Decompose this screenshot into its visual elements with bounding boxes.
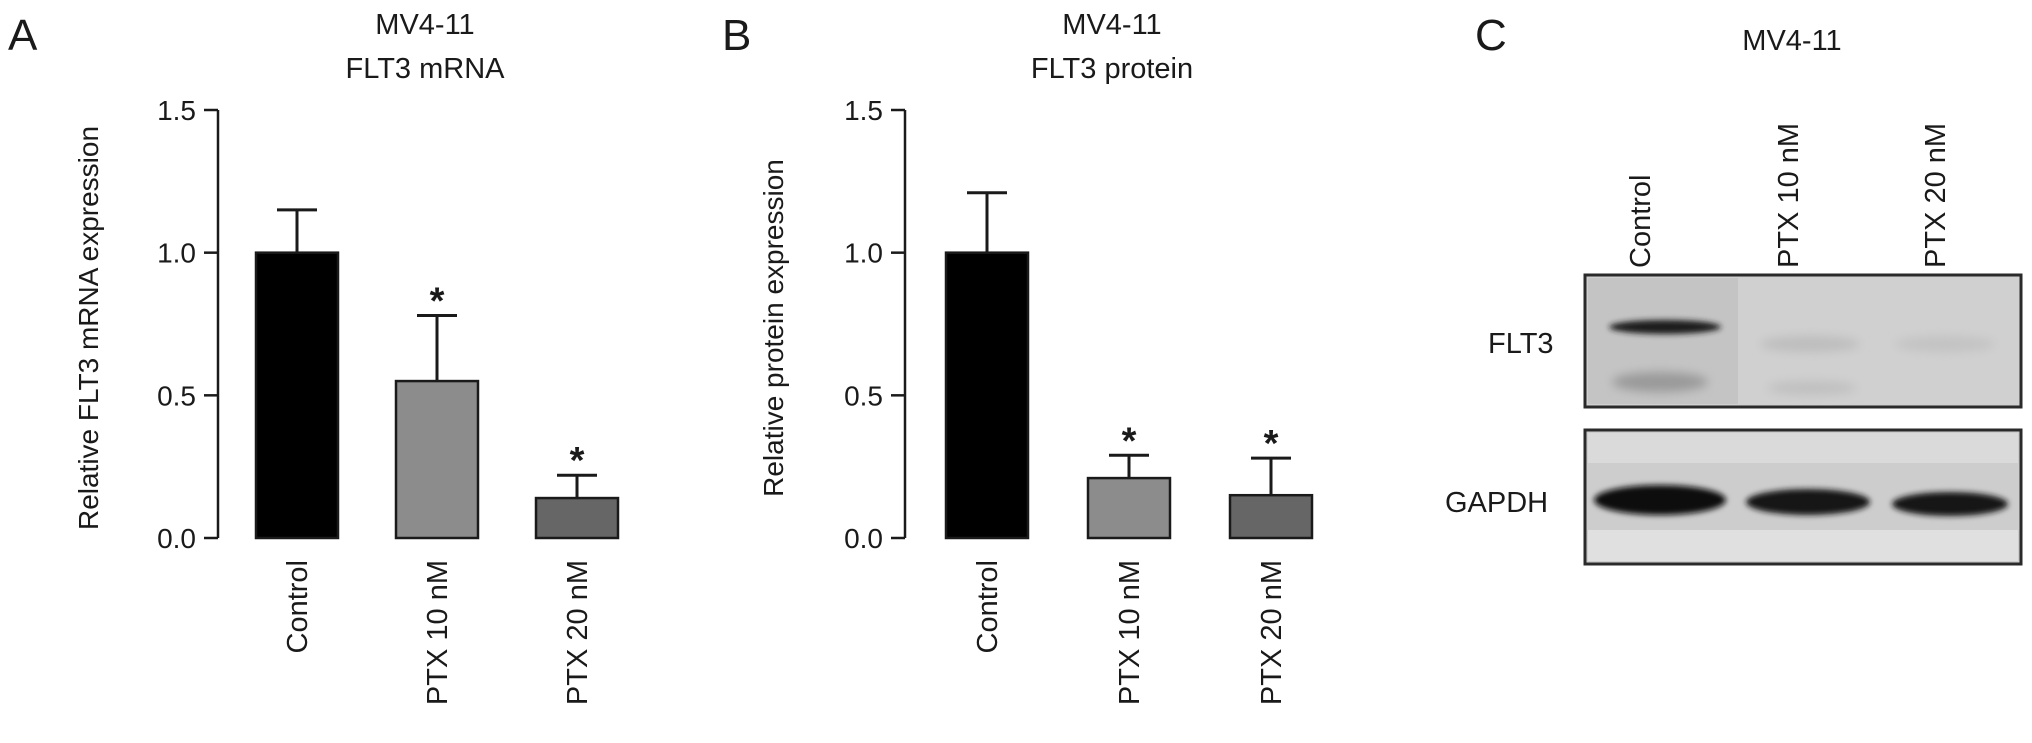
blot-smear-flt3-ptx-10nm [1767,381,1857,395]
y-tick-label: 1.0 [844,238,883,269]
blot-title: MV4-11 [1742,25,1841,57]
y-tick-label: 0.5 [844,380,883,411]
panel-a-title-line-1: MV4-11 [375,9,474,41]
panel-a-chart: A MV4-11 FLT3 mRNA Relative FLT3 mRNA ex… [8,9,620,705]
bar-0 [944,251,1030,540]
bar-0 [254,251,340,540]
panel-b-chart: B MV4-11 FLT3 protein Relative protein e… [722,9,1314,705]
blot-lane-label-control: Control [1625,175,1657,269]
significance-marker: * [570,440,585,482]
y-tick-label: 0.5 [157,380,196,411]
blot-band-flt3-control [1609,320,1721,334]
significance-marker: * [1122,420,1137,462]
blot-lane-label-ptx-10nm: PTX 10 nM [1773,123,1805,268]
panel-a-plot-area: 0.0 0.5 1.0 1.5 Control * PTX 10 nM * PTX 20 nM [157,95,620,705]
blot-smear-flt3-control [1612,372,1708,392]
panel-c-western-blot: C MV4-11 Control PTX 10 nM PTX 20 nM FLT… [1445,11,2023,566]
x-category-label: Control [972,560,1004,654]
y-tick-label: 1.5 [157,95,196,126]
blot-band-gapdh-ptx-10nm [1746,489,1870,515]
blot-membrane-gapdh [1583,428,2023,566]
bar-2 [534,496,620,540]
panel-a-title-line-2: FLT3 mRNA [346,53,506,85]
y-tick-label: 0.0 [157,523,196,554]
panel-a-y-axis-label: Relative FLT3 mRNA expression [73,126,104,530]
bar-2 [1228,493,1314,540]
panel-c-letter: C [1475,11,1507,60]
significance-marker: * [1264,423,1279,465]
x-category-label: PTX 20 nM [1256,560,1288,705]
blot-band-gapdh-control [1594,485,1726,515]
panel-b-title-line-2: FLT3 protein [1031,53,1193,85]
significance-marker: * [430,280,445,322]
bar-1 [1086,476,1172,540]
panel-b-title-line-1: MV4-11 [1062,9,1161,41]
panel-b-y-axis-label: Relative protein expression [758,159,789,497]
blot-band-flt3-ptx-20nm [1895,336,1995,352]
blot-row-label-gapdh: GAPDH [1445,487,1548,519]
blot-row-label-flt3: FLT3 [1488,328,1554,360]
bar-1 [394,379,480,540]
panel-b-letter: B [722,11,751,60]
x-category-label: PTX 10 nM [1114,560,1146,705]
panel-a-letter: A [8,11,38,60]
blot-band-gapdh-ptx-20nm [1892,492,2008,516]
blot-lane-label-ptx-20nm: PTX 20 nM [1920,123,1952,268]
panel-b-plot-area: 0.0 0.5 1.0 1.5 Control * PTX 10 nM * PTX 20 nM [844,95,1314,705]
blot-band-flt3-ptx-10nm [1760,336,1860,352]
blot-membrane-flt3 [1583,273,2023,409]
x-category-label: Control [282,560,314,654]
x-category-label: PTX 20 nM [562,560,594,705]
y-tick-label: 1.0 [157,238,196,269]
y-tick-label: 0.0 [844,523,883,554]
x-category-label: PTX 10 nM [422,560,454,705]
y-tick-label: 1.5 [844,95,883,126]
